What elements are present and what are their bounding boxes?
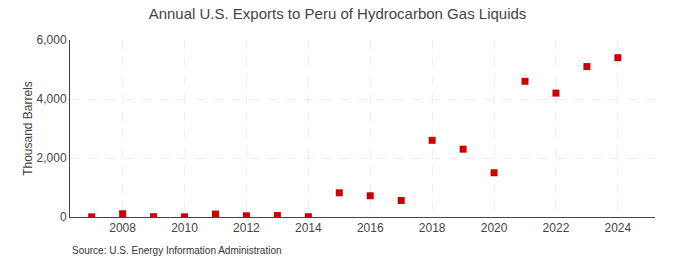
- svg-text:2010: 2010: [171, 221, 198, 235]
- svg-text:2024: 2024: [605, 221, 632, 235]
- svg-text:Annual U.S. Exports to Peru of: Annual U.S. Exports to Peru of Hydrocarb…: [149, 5, 527, 22]
- svg-text:Thousand Barrels: Thousand Barrels: [21, 81, 35, 176]
- svg-text:Source: U.S. Energy Informatio: Source: U.S. Energy Information Administ…: [72, 245, 282, 256]
- svg-text:2018: 2018: [419, 221, 446, 235]
- svg-text:2008: 2008: [109, 221, 136, 235]
- svg-text:2020: 2020: [481, 221, 508, 235]
- svg-text:2016: 2016: [357, 221, 384, 235]
- svg-text:2012: 2012: [233, 221, 260, 235]
- svg-text:0: 0: [60, 210, 67, 224]
- svg-text:2022: 2022: [543, 221, 570, 235]
- svg-text:2,000: 2,000: [37, 151, 67, 165]
- svg-text:2014: 2014: [295, 221, 322, 235]
- svg-text:4,000: 4,000: [37, 92, 67, 106]
- svg-text:6,000: 6,000: [37, 33, 67, 47]
